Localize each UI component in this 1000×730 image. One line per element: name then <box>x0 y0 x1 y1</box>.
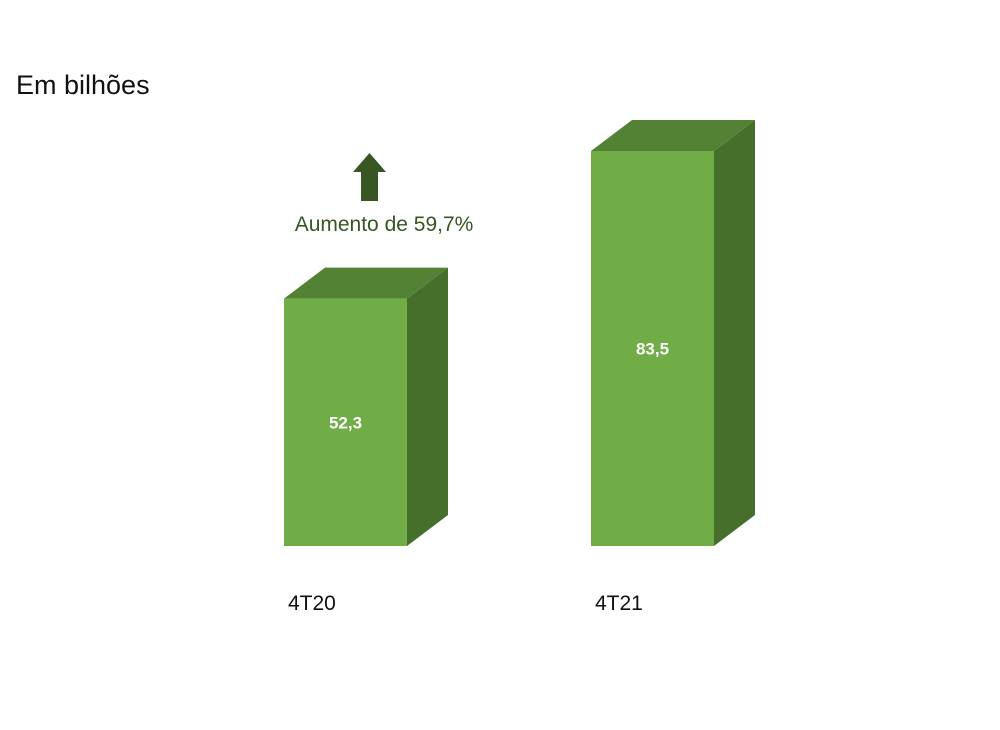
up-arrow-icon <box>353 153 386 201</box>
bar-4T20 <box>284 298 407 546</box>
category-label-4T21: 4T21 <box>595 592 643 615</box>
increase-annotation: Aumento de 59,7% <box>295 153 474 236</box>
bar-side-face <box>407 267 448 546</box>
category-label-4T20: 4T20 <box>288 592 336 615</box>
chart-unit-title: Em bilhões <box>16 70 150 100</box>
bar-4T21 <box>591 151 714 546</box>
bar-value-label: 52,3 <box>329 413 362 432</box>
bar-top-face <box>591 120 755 151</box>
bar-top-face <box>284 267 448 299</box>
bars-group: 52,3 83,5 <box>284 120 755 546</box>
bar-value-label: 83,5 <box>636 340 669 359</box>
bar-side-face <box>714 120 755 546</box>
increase-annotation-text: Aumento de 59,7% <box>295 213 474 236</box>
category-labels: 4T20 4T21 <box>288 592 643 615</box>
